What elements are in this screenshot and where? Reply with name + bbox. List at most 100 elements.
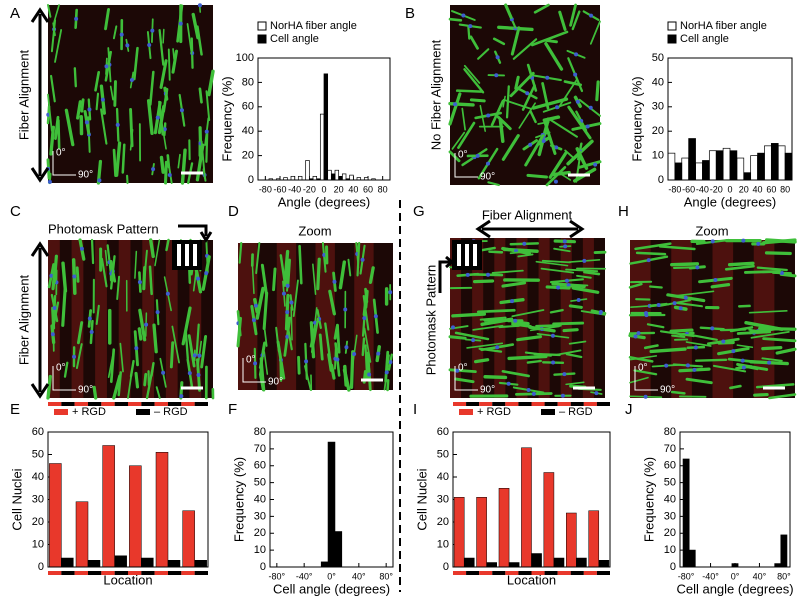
cell [47, 4, 52, 18]
orientation-label: 90° [480, 385, 495, 396]
cell [524, 351, 553, 357]
location-strip [141, 402, 155, 406]
cell [205, 90, 211, 122]
legend-label: NorHA fiber angle [270, 20, 357, 32]
bar [708, 150, 717, 181]
cell [321, 241, 327, 273]
cell [543, 120, 557, 155]
cell [154, 239, 161, 267]
nucleus [150, 28, 155, 33]
nucleus [683, 295, 688, 300]
bar [320, 561, 329, 568]
nucleus [47, 179, 52, 184]
nucleus [554, 145, 559, 150]
cell [762, 337, 797, 343]
orientation-label: 0° [56, 148, 66, 159]
cell [577, 160, 602, 169]
cell [76, 321, 84, 345]
location-strip [114, 571, 128, 575]
location-strip [596, 571, 610, 575]
legend-label: – RGD [559, 406, 593, 418]
cell [514, 75, 520, 90]
cell [764, 238, 797, 244]
cell [148, 238, 155, 259]
y-tick-label: 10 [652, 150, 664, 162]
bar [576, 557, 587, 568]
cell [279, 352, 283, 382]
x-axis-label: Cell angle (degrees) [676, 581, 793, 596]
panel-label: I [413, 401, 417, 418]
y-tick-label: 20 [32, 516, 44, 528]
cell [134, 250, 138, 279]
nucleus [332, 279, 337, 284]
cell [509, 71, 535, 98]
legend-label: – RGD [154, 406, 188, 418]
cell [196, 25, 203, 56]
nucleus [678, 306, 683, 311]
x-tick-label: -60 [682, 184, 695, 194]
cell [138, 308, 147, 342]
bar [75, 501, 89, 568]
nucleus [362, 316, 367, 321]
x-tick-label: 20 [739, 184, 749, 194]
nucleus [192, 353, 197, 358]
y-tick-label: 10 [32, 538, 44, 550]
nucleus [685, 363, 690, 368]
bar [330, 173, 336, 181]
stripe [560, 238, 572, 398]
nucleus [179, 394, 184, 399]
cell [685, 377, 713, 385]
y-tick-label: 80 [242, 76, 254, 88]
x-tick-label: 0 [321, 184, 326, 194]
nucleus [147, 43, 152, 48]
mask-stripe [177, 244, 181, 266]
nucleus [562, 372, 567, 377]
stripe [753, 240, 775, 398]
x-tick-label: -20 [710, 184, 723, 194]
bar [774, 563, 782, 568]
cell [57, 118, 61, 150]
nucleus [541, 139, 546, 144]
cell [63, 361, 69, 378]
cell [290, 306, 293, 341]
cell [753, 392, 769, 397]
location-strip [181, 402, 195, 406]
panel-label: D [228, 203, 239, 220]
location-strip [505, 402, 519, 406]
nucleus [574, 52, 579, 57]
location-strip [583, 571, 597, 575]
cell [309, 321, 316, 359]
nucleus [756, 241, 761, 246]
bar [476, 497, 487, 568]
y-axis-label: Frequency (%) [629, 76, 644, 161]
cell [512, 38, 538, 60]
cell [498, 324, 520, 329]
cell [729, 326, 754, 333]
cell [550, 170, 571, 177]
nucleus [575, 99, 580, 104]
nucleus [253, 361, 258, 366]
stripe [582, 238, 594, 398]
cell [477, 48, 490, 60]
bar [764, 145, 772, 181]
cell [251, 256, 255, 295]
cell [761, 345, 783, 351]
cell [540, 267, 575, 274]
cell [761, 357, 783, 362]
axis-annotation: Fiber Alignment [482, 207, 573, 222]
bar [715, 150, 724, 181]
nucleus [125, 43, 130, 48]
cell [328, 289, 336, 316]
cell [530, 30, 569, 47]
cell [524, 134, 545, 167]
nucleus [526, 387, 531, 392]
bar [784, 152, 793, 181]
nucleus [289, 300, 294, 305]
cell [768, 393, 797, 400]
location-strip [492, 571, 506, 575]
legend-swatch [541, 409, 555, 415]
nucleus [134, 346, 139, 351]
stripe [189, 240, 202, 398]
cell [90, 238, 95, 265]
